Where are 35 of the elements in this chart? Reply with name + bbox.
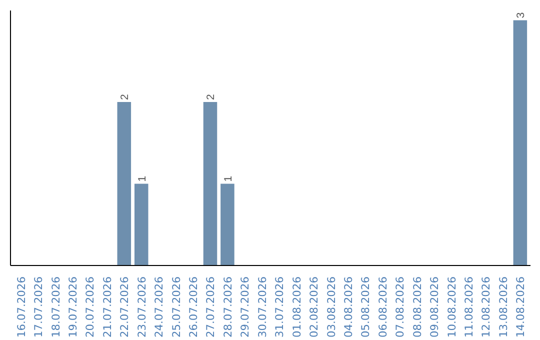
x-tick-label: 10.08.2026: [445, 276, 458, 338]
x-tick-label: 23.07.2026: [135, 276, 148, 338]
x-tick-label: 06.08.2026: [376, 276, 390, 338]
x-tick-label: 05.08.2026: [359, 276, 372, 338]
x-tick-label: 04.08.2026: [342, 276, 355, 338]
x-tick-label: 20.07.2026: [84, 276, 97, 338]
x-tick-label: 16.07.2026: [14, 276, 28, 338]
x-tick-label: 01.08.2026: [290, 276, 304, 338]
x-tick-label: 18.07.2026: [49, 276, 62, 338]
x-tick-label: 09.08.2026: [428, 276, 442, 338]
x-tick-label: 02.08.2026: [308, 276, 321, 338]
x-tick-label: 31.07.2026: [273, 276, 286, 338]
x-tick-label: 27.07.2026: [204, 276, 218, 338]
data-label: 2: [119, 94, 132, 100]
x-tick-label: 13.08.2026: [496, 276, 510, 338]
data-label: 1: [136, 176, 148, 182]
x-tick-label: 26.07.2026: [187, 276, 200, 338]
x-tick-label: 21.07.2026: [100, 276, 114, 338]
x-tick-label: 03.08.2026: [324, 276, 338, 338]
data-label: 1: [222, 176, 234, 182]
x-tick-label: 22.07.2026: [118, 276, 132, 338]
x-tick-label: 07.08.2026: [394, 276, 407, 338]
data-label: 3: [515, 12, 528, 18]
x-tick-label: 17.07.2026: [32, 276, 46, 338]
x-tick-label: 24.07.2026: [152, 276, 166, 338]
x-tick-label: 12.08.2026: [480, 276, 493, 338]
x-tick-label: 29.07.2026: [238, 276, 252, 338]
x-tick-label: 11.08.2026: [462, 276, 476, 338]
x-tick-label: 08.08.2026: [410, 276, 424, 338]
data-label: 2: [205, 94, 218, 100]
x-tick-label: 30.07.2026: [256, 276, 269, 338]
x-tick-label: 19.07.2026: [66, 276, 80, 338]
x-tick-label: 25.07.2026: [170, 276, 183, 338]
x-tick-label: 28.07.2026: [221, 276, 234, 338]
x-tick-label: 14.08.2026: [514, 276, 528, 338]
